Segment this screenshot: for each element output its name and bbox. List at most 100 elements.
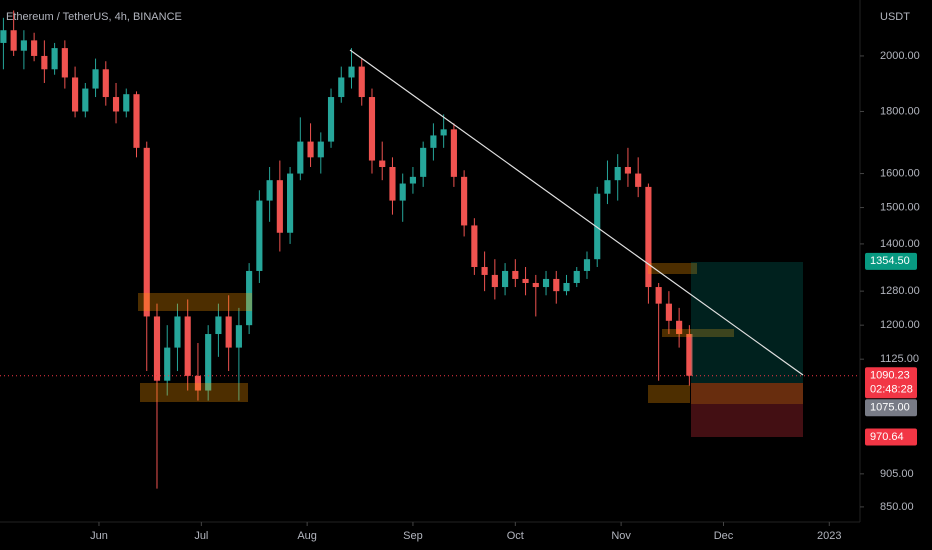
- candle-body: [409, 176, 417, 184]
- x-tick-label: Oct: [507, 530, 524, 542]
- candle-body: [481, 267, 488, 275]
- y-tick-label: 1600.00: [880, 167, 920, 179]
- candle-body: [614, 167, 621, 181]
- candle-body: [235, 325, 242, 348]
- candle-body: [553, 278, 560, 292]
- candle-body: [420, 147, 427, 177]
- chart-title: Ethereum / TetherUS, 4h, BINANCE: [6, 11, 182, 23]
- candle-body: [624, 167, 632, 174]
- x-tick-label: Dec: [714, 530, 734, 542]
- zone: [662, 329, 734, 337]
- candle-body: [143, 147, 150, 317]
- candle-body: [256, 200, 263, 271]
- candle-body: [645, 186, 652, 288]
- candle-body: [635, 173, 642, 187]
- candle-body: [82, 88, 89, 112]
- candle-body: [522, 278, 529, 283]
- candle-body: [317, 141, 324, 158]
- candle-body: [604, 180, 611, 194]
- y-tick-label: 1200.00: [880, 319, 920, 331]
- y-tick-label: 1125.00: [880, 353, 919, 365]
- candle-body: [573, 270, 580, 283]
- candle-body: [215, 316, 222, 335]
- candle-body: [297, 141, 304, 174]
- currency-label: USDT: [880, 11, 910, 23]
- candle-body: [41, 55, 48, 70]
- candle-body: [266, 180, 273, 201]
- candle-body: [676, 320, 683, 335]
- y-tick-label: 850.00: [880, 501, 914, 513]
- candle-body: [72, 77, 79, 112]
- trend-line: [349, 49, 804, 376]
- candle-body: [399, 183, 406, 201]
- candle-body: [358, 66, 365, 98]
- candle-body: [92, 69, 99, 89]
- candle-body: [246, 270, 253, 326]
- price-label: 1075.00: [870, 402, 910, 414]
- x-tick-label: Jun: [90, 530, 108, 542]
- zone: [140, 383, 248, 402]
- candle-body: [133, 94, 140, 148]
- candle-body: [10, 30, 17, 51]
- y-tick-label: 905.00: [880, 468, 914, 480]
- candle-body: [327, 97, 335, 142]
- zone: [648, 385, 690, 403]
- zone: [138, 293, 252, 311]
- y-tick-label: 1400.00: [880, 238, 920, 250]
- candle-body: [389, 167, 396, 201]
- candle-body: [287, 173, 294, 233]
- candle-body: [225, 316, 232, 348]
- candle-body: [502, 270, 509, 288]
- candle-body: [174, 316, 181, 348]
- y-tick-label: 2000.00: [880, 50, 920, 62]
- price-label-box: [865, 399, 917, 417]
- candle-body: [205, 334, 212, 391]
- candle-body: [450, 129, 457, 177]
- candle-body: [583, 259, 591, 271]
- candle-body: [563, 282, 570, 292]
- candle-body: [471, 225, 478, 268]
- candle-body: [379, 160, 386, 168]
- candle-body: [20, 40, 27, 51]
- candle-body: [153, 316, 161, 381]
- candle-body: [338, 77, 345, 98]
- x-tick-label: Sep: [403, 530, 423, 542]
- candle-body: [184, 316, 191, 376]
- price-label: 1090.23: [870, 370, 910, 382]
- candle-body: [461, 176, 468, 226]
- x-tick-label: Aug: [297, 530, 317, 542]
- candle-body: [665, 303, 672, 321]
- stop-zone: [691, 383, 803, 404]
- candle-body: [0, 30, 7, 43]
- price-label-box: [865, 367, 917, 399]
- price-label-box: [865, 252, 917, 270]
- candle-body: [307, 141, 314, 158]
- candle-body: [164, 347, 171, 381]
- candle-body: [102, 69, 109, 98]
- candle-body: [368, 97, 376, 161]
- candle-body: [31, 40, 38, 56]
- candle-body: [51, 48, 58, 70]
- y-tick-label: 1800.00: [880, 105, 920, 117]
- candle-body: [194, 375, 202, 391]
- profit-zone: [691, 262, 803, 383]
- x-tick-label: Jul: [194, 530, 208, 542]
- candle-body: [348, 66, 355, 78]
- candle-body: [686, 334, 693, 376]
- candle-body: [491, 274, 498, 288]
- price-label-box: [865, 428, 917, 446]
- candle-body: [112, 97, 120, 112]
- price-label: 1354.50: [870, 255, 910, 267]
- candle-body: [440, 129, 447, 136]
- candle-body: [123, 94, 130, 112]
- zone: [648, 263, 697, 274]
- stop-zone: [691, 404, 803, 437]
- candle-body: [532, 282, 539, 288]
- candle-body: [276, 180, 283, 233]
- countdown-label: 02:48:28: [870, 384, 913, 396]
- y-tick-label: 1280.00: [880, 285, 920, 297]
- price-label: 970.64: [870, 431, 904, 443]
- candle-body: [542, 278, 550, 288]
